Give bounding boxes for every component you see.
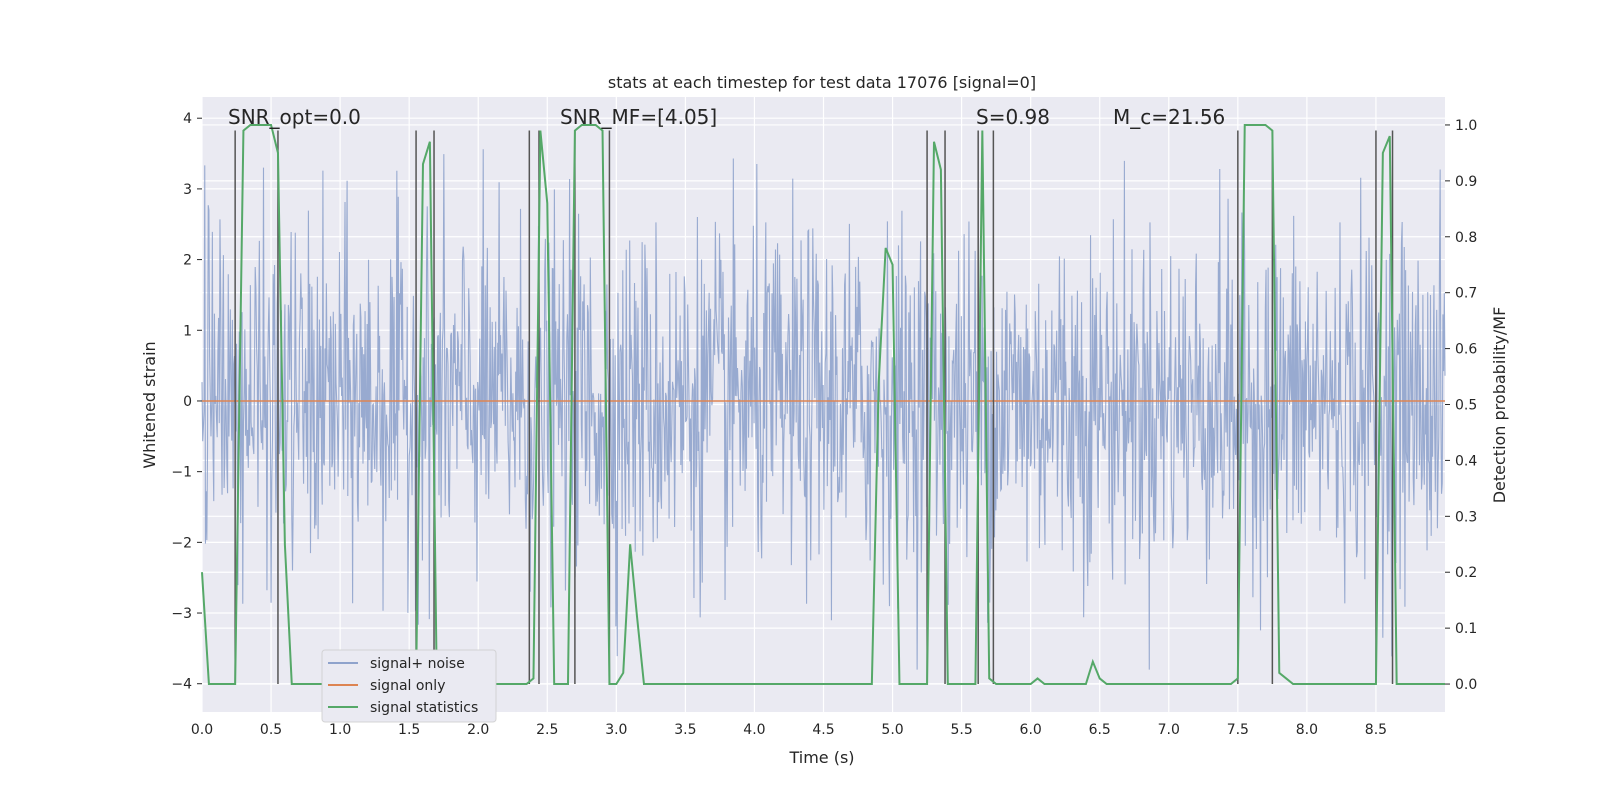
- y-tick-label-right: 0.2: [1455, 565, 1477, 581]
- y-tick-label-right: 0.3: [1455, 509, 1477, 525]
- legend-label-stats: signal statistics: [370, 700, 478, 716]
- legend-label-noise: signal+ noise: [370, 656, 465, 672]
- y-tick-label-left: 3: [183, 182, 192, 198]
- legend: signal+ noise signal only signal statist…: [321, 649, 497, 723]
- x-tick-label: 0.0: [191, 722, 213, 738]
- y-tick-label-right: 0.7: [1455, 286, 1477, 302]
- x-tick-label: 7.0: [1158, 722, 1180, 738]
- x-tick-label: 1.0: [329, 722, 351, 738]
- y-tick-label-left: 4: [183, 111, 192, 127]
- x-tick-label: 8.5: [1365, 722, 1387, 738]
- y-tick-label-left: 1: [183, 323, 192, 339]
- y-tick-label-left: −1: [171, 465, 192, 481]
- y-tick-label-right: 0.4: [1455, 453, 1477, 469]
- y-tick-label-right: 0.9: [1455, 174, 1477, 190]
- vertical-markers: [234, 130, 1394, 685]
- x-tick-label: 7.5: [1227, 722, 1249, 738]
- y-tick-label-left: −3: [171, 606, 192, 622]
- x-tick-label: 3.5: [674, 722, 696, 738]
- x-tick-label: 6.5: [1089, 722, 1111, 738]
- annotation-snr-opt: SNR_opt=0.0: [228, 105, 361, 129]
- x-tick-label: 3.0: [605, 722, 627, 738]
- annotation-mc: M_c=21.56: [1113, 105, 1225, 129]
- annotation-s: S=0.98: [976, 105, 1050, 129]
- annotation-snr-mf: SNR_MF=[4.05]: [560, 105, 717, 129]
- y-axis-label-left: Whitened strain: [140, 341, 159, 468]
- x-tick-label: 6.0: [1020, 722, 1042, 738]
- x-tick-label: 0.5: [260, 722, 282, 738]
- y-tick-label-right: 0.0: [1455, 677, 1477, 693]
- x-tick-label: 4.0: [743, 722, 765, 738]
- legend-label-signal: signal only: [370, 678, 445, 694]
- x-tick-label: 4.5: [812, 722, 834, 738]
- y-axis-label-right: Detection probability/MF: [1490, 307, 1509, 504]
- x-tick-label: 2.0: [467, 722, 489, 738]
- y-tick-label-right: 0.8: [1455, 230, 1477, 246]
- y-tick-label-right: 1.0: [1455, 118, 1477, 134]
- y-tick-label-right: 0.1: [1455, 621, 1477, 637]
- y-tick-label-right: 0.6: [1455, 342, 1477, 358]
- x-axis-label: Time (s): [788, 748, 854, 767]
- x-tick-label: 8.0: [1296, 722, 1318, 738]
- y-ticks-left: 4 3 2 1 0 −1 −2 −3 −4: [171, 111, 202, 693]
- x-tick-label: 1.5: [398, 722, 420, 738]
- chart-title: stats at each timestep for test data 170…: [608, 73, 1036, 92]
- legend-box: [321, 649, 497, 723]
- y-ticks-right: 1.0 0.9 0.8 0.7 0.6 0.5 0.4 0.3 0.2 0.1 0.0: [1445, 118, 1477, 693]
- x-ticks: 0.0 0.5 1.0 1.5 2.0 2.5 3.0 3.5 4.0 4.5 5.0 5.5 6.0 6…: [191, 722, 1387, 738]
- y-tick-label-left: 2: [183, 253, 192, 269]
- y-tick-label-right: 0.5: [1455, 398, 1477, 414]
- y-tick-label-left: −4: [171, 677, 192, 693]
- y-tick-label-left: 0: [183, 394, 192, 410]
- y-tick-label-left: −2: [171, 535, 192, 551]
- x-tick-label: 2.5: [536, 722, 558, 738]
- x-tick-label: 5.0: [881, 722, 903, 738]
- x-tick-label: 5.5: [950, 722, 972, 738]
